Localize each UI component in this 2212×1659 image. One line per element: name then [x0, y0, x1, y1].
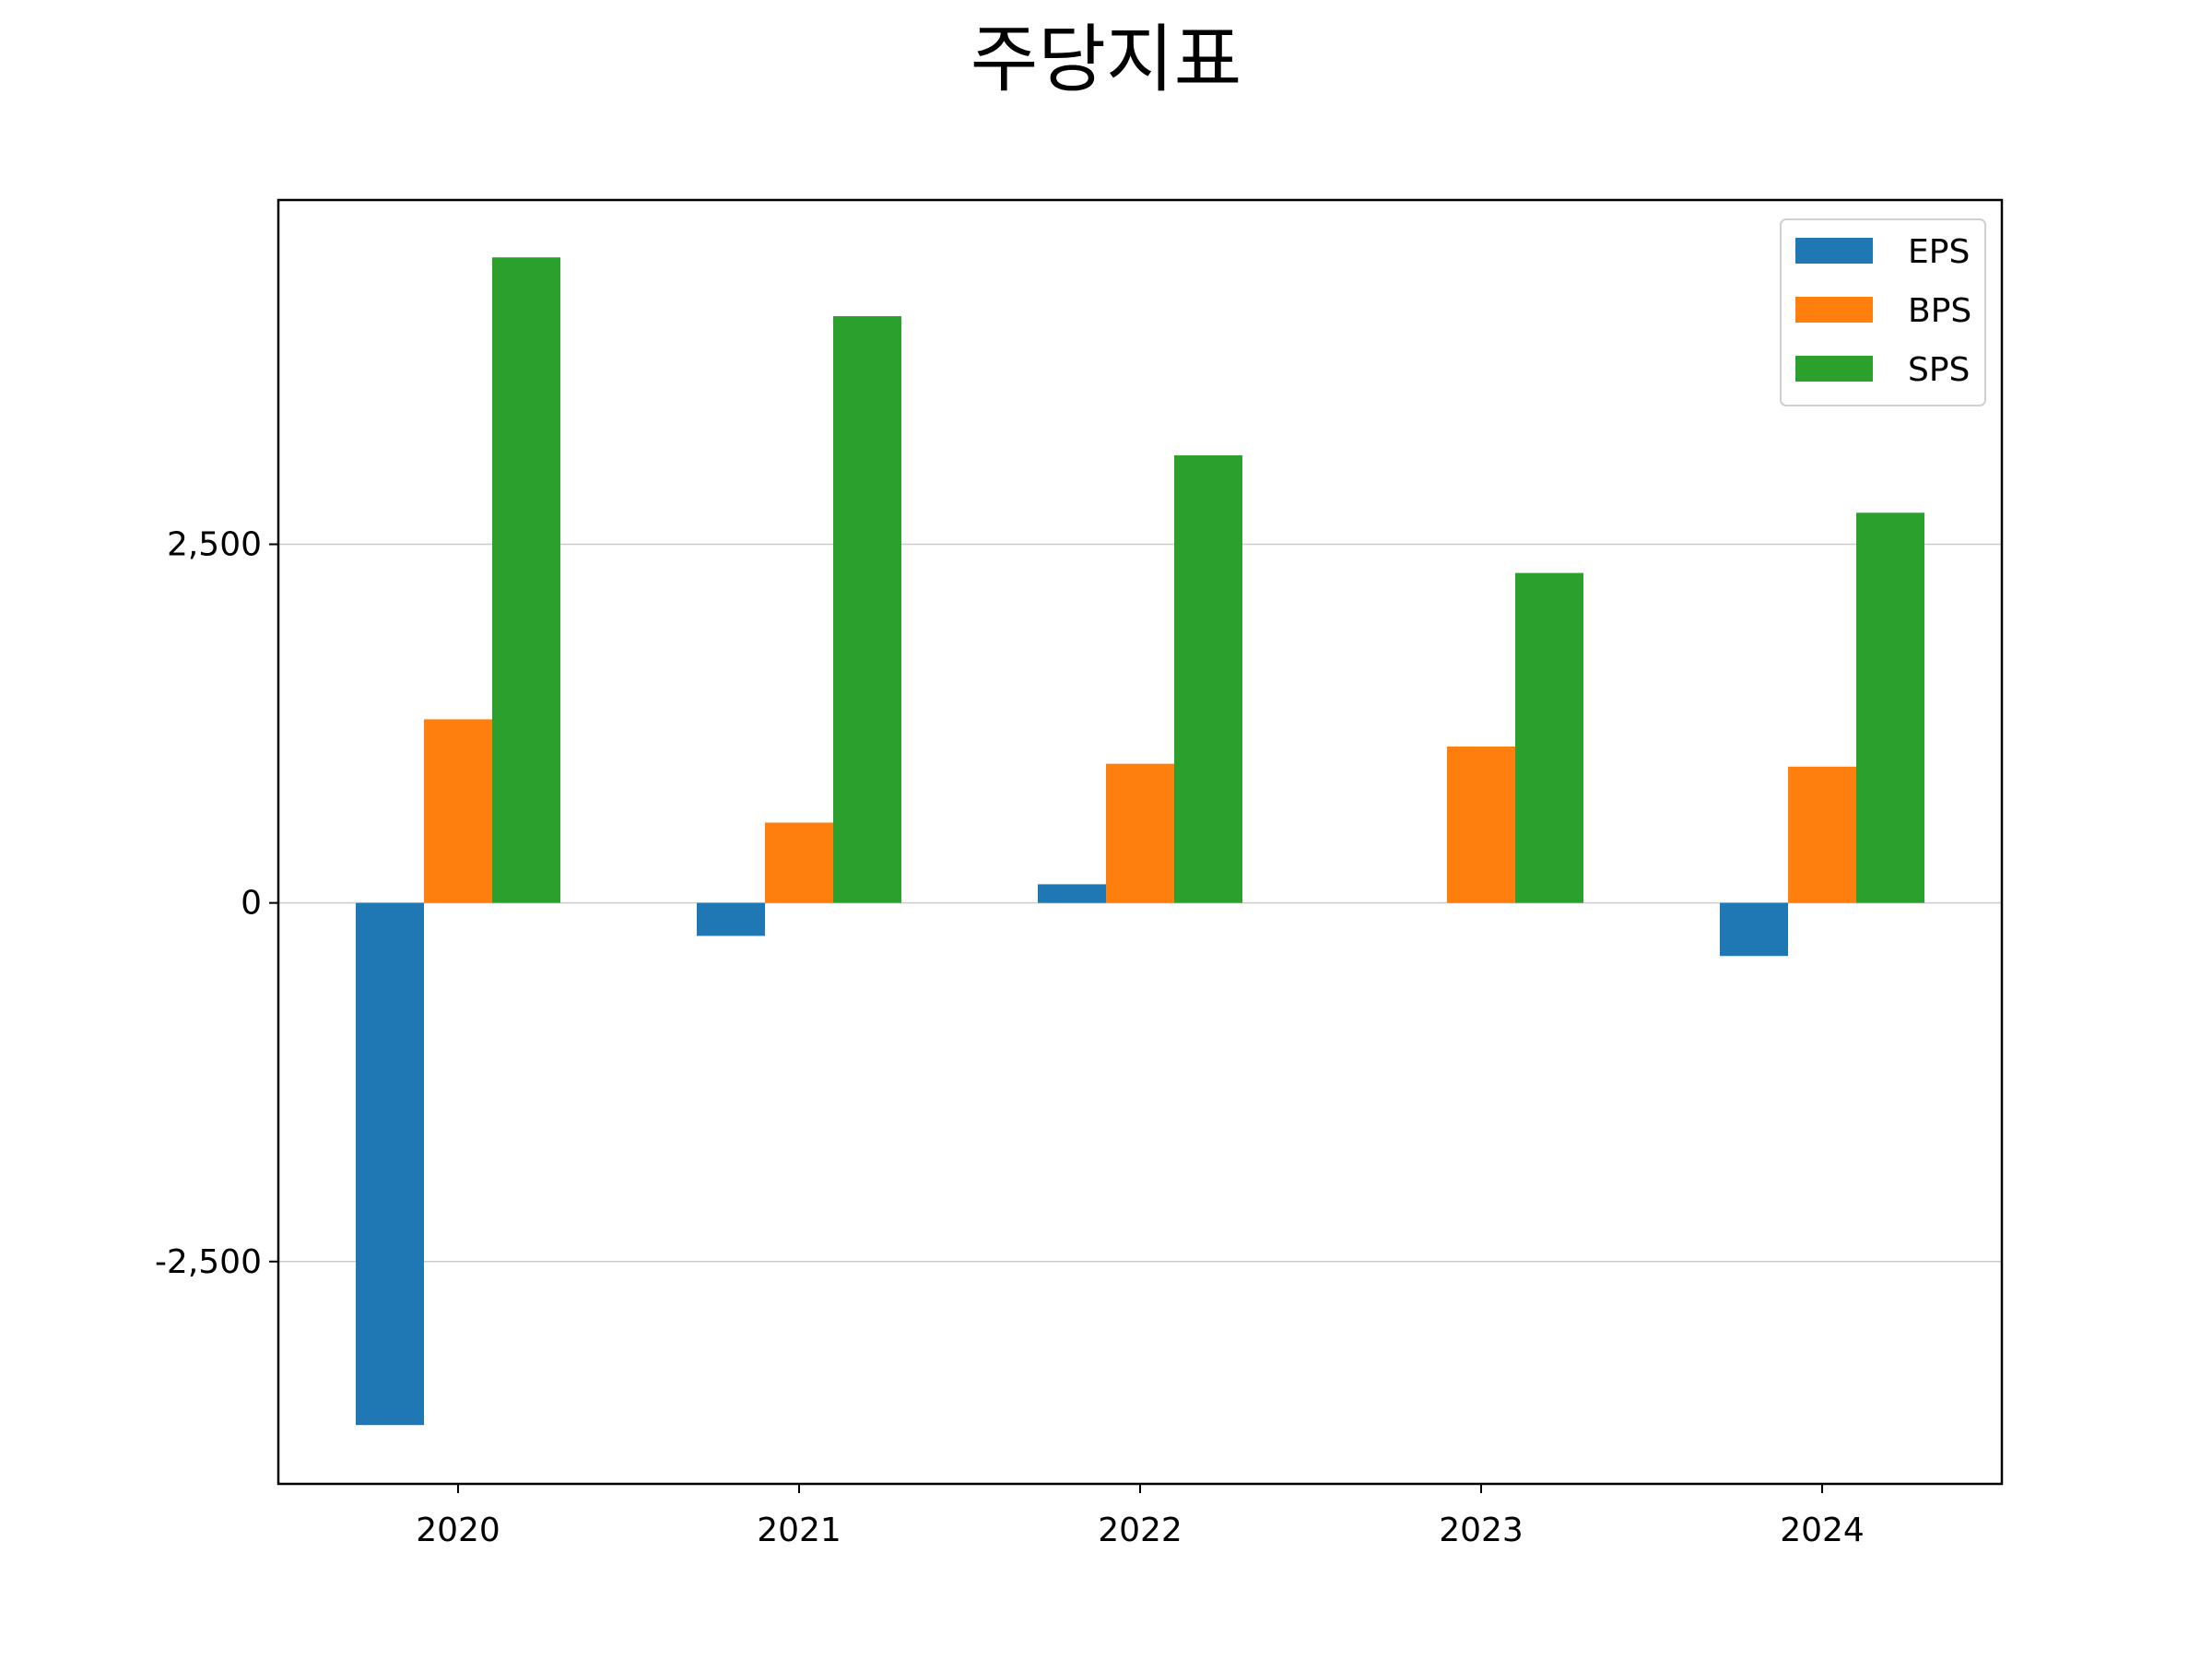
bar-bps-2022 [1106, 763, 1174, 903]
x-tick-label: 2024 [1780, 1512, 1865, 1549]
bar-sps-2020 [492, 257, 560, 903]
bar-eps-2020 [356, 902, 424, 1426]
bar-eps-2021 [697, 902, 765, 936]
bar-bps-2024 [1788, 766, 1856, 903]
x-tick-label: 2022 [1098, 1512, 1182, 1549]
y-tick-label: -2,500 [155, 1243, 262, 1281]
legend-label-sps: SPS [1908, 351, 1970, 389]
legend-label-eps: EPS [1908, 233, 1970, 271]
y-tick-label: 2,500 [167, 526, 262, 564]
bar-sps-2023 [1515, 572, 1583, 903]
bars [356, 257, 1924, 1426]
y-axis: -2,500 0 2,500 [155, 526, 278, 1281]
bar-bps-2020 [424, 719, 492, 903]
bar-sps-2021 [833, 316, 901, 903]
legend: EPS BPS SPS [1780, 218, 1986, 406]
legend-swatch-bps [1795, 297, 1873, 323]
bar-bps-2021 [765, 822, 833, 903]
y-tick-label: 0 [241, 885, 262, 923]
legend-swatch-eps [1795, 238, 1873, 264]
x-tick-label: 2020 [416, 1512, 500, 1549]
legend-swatch-sps [1795, 356, 1873, 382]
bar-sps-2024 [1856, 512, 1924, 903]
x-axis: 2020 2021 2022 2023 2024 [416, 1484, 1865, 1549]
bar-eps-2022 [1038, 884, 1106, 903]
bar-sps-2022 [1174, 455, 1242, 903]
bar-bps-2023 [1447, 746, 1515, 903]
x-tick-label: 2021 [757, 1512, 841, 1549]
chart-title: 주당지표 [971, 17, 1241, 102]
x-tick-label: 2023 [1439, 1512, 1524, 1549]
legend-label-bps: BPS [1908, 292, 1971, 330]
bar-eps-2024 [1720, 902, 1788, 957]
